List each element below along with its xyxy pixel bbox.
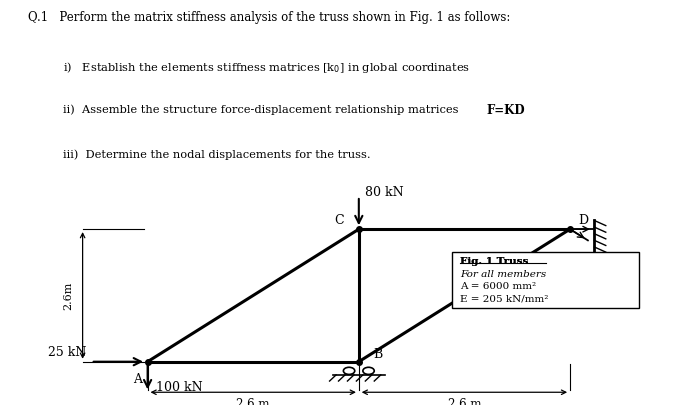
Text: 2.6m: 2.6m xyxy=(63,281,73,309)
Text: C: C xyxy=(335,214,344,227)
FancyBboxPatch shape xyxy=(452,252,639,308)
Text: Q.1   Perform the matrix stiffness analysis of the truss shown in Fig. 1 as foll: Q.1 Perform the matrix stiffness analysi… xyxy=(28,11,510,24)
Text: Fig. 1 Truss: Fig. 1 Truss xyxy=(461,257,528,266)
Text: 100 kN: 100 kN xyxy=(155,381,202,394)
Text: Fig. 1 Truss: Fig. 1 Truss xyxy=(461,257,528,266)
Text: iii)  Determine the nodal displacements for the truss.: iii) Determine the nodal displacements f… xyxy=(63,149,370,160)
Text: For all members: For all members xyxy=(461,270,547,279)
Text: 2.6 m: 2.6 m xyxy=(448,399,481,405)
Text: F=KD: F=KD xyxy=(486,104,525,117)
Text: i)   Establish the elements stiffness matrices [k$_0$] in global coordinates: i) Establish the elements stiffness matr… xyxy=(63,60,470,75)
Text: 2.6 m: 2.6 m xyxy=(237,399,270,405)
Text: D: D xyxy=(578,214,588,227)
Text: A: A xyxy=(134,373,142,386)
Text: E = 205 kN/mm²: E = 205 kN/mm² xyxy=(461,294,549,303)
Text: A = 6000 mm²: A = 6000 mm² xyxy=(461,282,536,291)
Text: 25 kN: 25 kN xyxy=(48,346,87,359)
Text: 80 kN: 80 kN xyxy=(365,186,404,199)
Text: B: B xyxy=(373,347,383,361)
Text: ii)  Assemble the structure force-displacement relationship matrices: ii) Assemble the structure force-displac… xyxy=(63,104,462,115)
